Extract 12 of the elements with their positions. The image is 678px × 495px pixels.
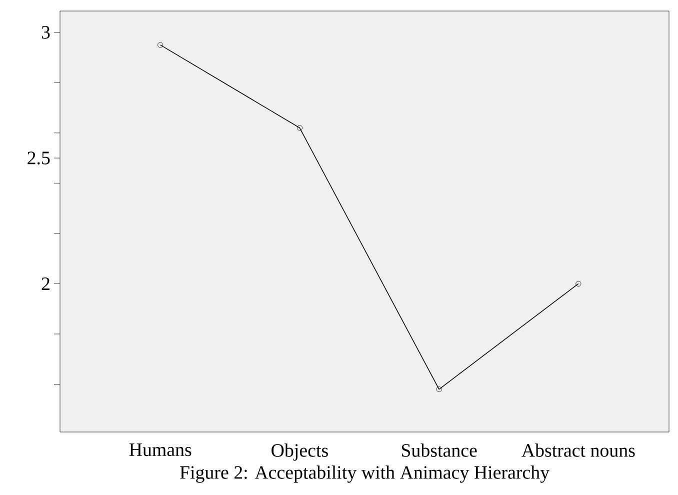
x-tick-label: Abstract nouns [522,444,635,457]
y-tick-label: 2.5 [28,152,50,164]
point [436,386,442,392]
x-tick-label: Substance [402,444,477,457]
point [296,125,302,131]
y-tick-label: 2 [42,277,50,290]
point [158,42,164,48]
point [576,280,582,287]
x-tick-label: Objects [272,444,328,461]
x-tick-label: Humans [129,444,192,456]
y-tick-label: 3 [42,26,50,39]
text: Figure 2: Acceptability with Animacy Hierarchy [180,466,550,483]
